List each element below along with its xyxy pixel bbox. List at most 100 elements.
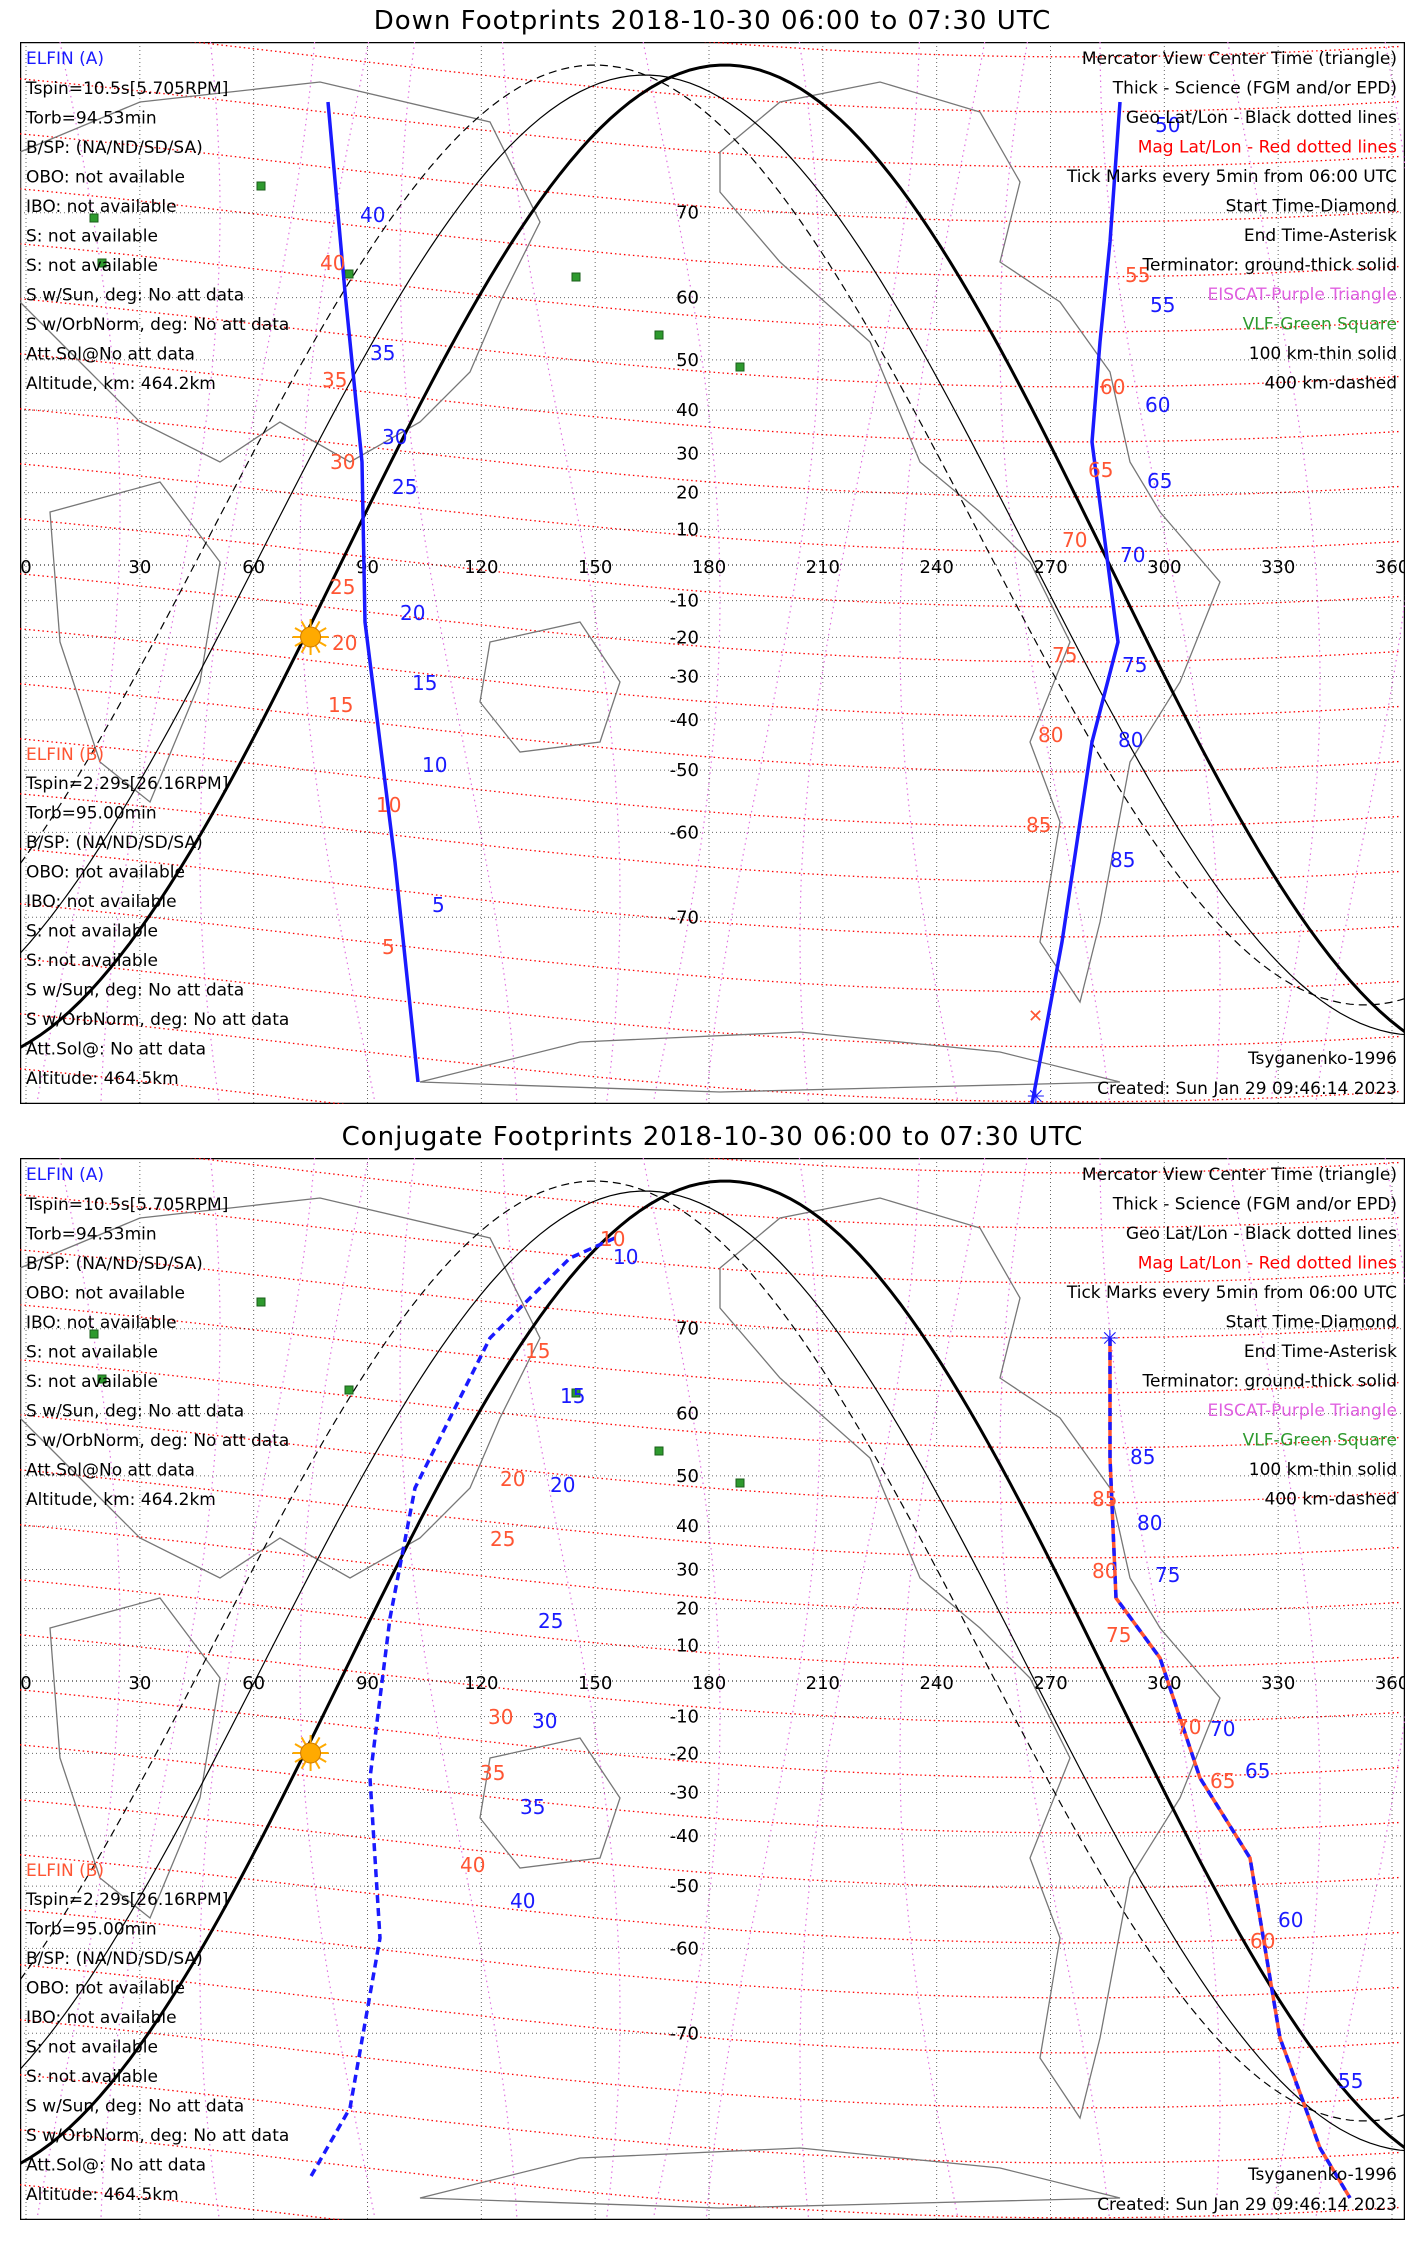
lon-label: 30	[128, 1673, 151, 1694]
elfin-b-info-line: S w/OrbNorm, deg: No att data	[26, 1010, 289, 1030]
ground-terminator	[20, 63, 1405, 1050]
elfin-b-info-line: Tspin=2.29s[26.16RPM]	[25, 774, 228, 794]
elfin-b-tick-label: 40	[460, 1853, 485, 1877]
mag-lat-line	[20, 1799, 1401, 1889]
elfin-b-tick-label: 85	[1026, 813, 1051, 837]
elfin-a-tick-label: 70	[1120, 543, 1145, 567]
mag-lon-line	[399, 1158, 518, 2219]
elfin-a-info-line: IBO: not available	[26, 1313, 177, 1333]
conjugate-footprints-map: 0 30 60 90 120 150 180 210 240 270 300 330 360 70 60 50…	[20, 1158, 1405, 2220]
elfin-a-info-line: OBO: not available	[26, 168, 185, 188]
elfin-a-tick-label: 60	[1278, 1908, 1303, 1932]
mag-lon-line	[36, 42, 121, 1103]
elfin-b-info-line: S: not available	[26, 922, 158, 942]
legend-entry: Mag Lat/Lon - Red dotted lines	[1138, 1254, 1397, 1274]
mag-lat-line	[188, 1158, 1401, 1229]
elfin-b-tick-label: 30	[330, 450, 355, 474]
legend-entry: Mercator View Center Time (triangle)	[1082, 49, 1397, 69]
elfin-a-info-line: S w/OrbNorm, deg: No att data	[26, 315, 289, 335]
lat-label: -70	[670, 907, 699, 928]
elfin-b-tick-label: 65	[1088, 458, 1113, 482]
down-footprints-map: 0 30 60 90 120 150 180 210 240 270 300 330 360 70 60 50…	[20, 42, 1405, 1104]
panel-title-conjugate: Conjugate Footprints 2018-10-30 06:00 to…	[341, 1122, 1084, 1152]
elfin-b-tick-label: 10	[376, 793, 401, 817]
lon-label: 300	[1147, 1673, 1181, 1694]
mag-lat-line	[20, 2074, 1401, 2164]
elfin-a-tick-label: 10	[613, 1245, 638, 1269]
mag-lat-line	[20, 1194, 1401, 1284]
elfin-a-tick-label: 30	[532, 1709, 557, 1733]
continent-outline	[20, 1197, 541, 1579]
model-name: Tsyganenko-1996	[1247, 1049, 1397, 1069]
elfin-b-info-line: Torb=95.00min	[25, 1920, 157, 1940]
mag-lon-line	[899, 42, 986, 1103]
lon-label: 240	[919, 557, 953, 578]
legend-entry: Mercator View Center Time (triangle)	[1082, 1165, 1397, 1185]
lat-label: 60	[676, 288, 699, 309]
elfin-a-tick-label: 15	[412, 671, 437, 695]
elfin-a-tick-label: 40	[360, 203, 385, 227]
legend-entry: VLF-Green Square	[1243, 1431, 1397, 1451]
elfin-a-track	[326, 101, 420, 1083]
elfin-b-tick-label: 70	[1062, 528, 1087, 552]
legend-entry: VLF-Green Square	[1243, 315, 1397, 335]
mag-lat-line	[20, 1964, 1401, 2054]
end-asterisk: ✕	[1028, 1006, 1043, 1027]
mag-lat-line	[20, 298, 1401, 388]
lon-label: 240	[919, 1673, 953, 1694]
vlf-station	[735, 1478, 745, 1488]
continent-outline	[719, 81, 1221, 1004]
legend-entry: 100 km-thin solid	[1249, 1460, 1397, 1480]
elfin-a-info-line: B/SP: (NA/ND/SD/SA)	[26, 138, 203, 158]
elfin-a-tick-label: 55	[1150, 293, 1175, 317]
elfin-a-info-line: S w/Sun, deg: No att data	[26, 286, 244, 306]
lon-label: 120	[464, 557, 498, 578]
elfin-a-info-line: Att.Sol@No att data	[26, 1461, 195, 1481]
mag-lat-line	[20, 1304, 1401, 1394]
elfin-a-tick-label: 20	[400, 601, 425, 625]
continent-outline	[479, 621, 621, 753]
elfin-b-tick-label: 75	[1052, 643, 1077, 667]
elfin-a-info-line: B/SP: (NA/ND/SD/SA)	[26, 1254, 203, 1274]
lon-label: 210	[806, 1673, 840, 1694]
elfin-b-tick-label: 20	[500, 1467, 525, 1491]
legend-entry: Geo Lat/Lon - Black dotted lines	[1126, 1224, 1397, 1244]
mag-lat-line	[20, 408, 1401, 498]
elfin-a-info-line: S: not available	[26, 1372, 158, 1392]
mag-lat-line	[20, 2019, 1401, 2109]
vlf-station	[344, 1385, 354, 1395]
mag-lon-line	[1315, 42, 1405, 1103]
legend-entry: Thick - Science (FGM and/or EPD)	[1112, 1195, 1397, 1215]
legend-entry: 400 km-dashed	[1265, 1490, 1397, 1510]
lat-label: -60	[670, 1938, 699, 1959]
elfin-b-info-line: OBO: not available	[26, 1979, 185, 1999]
mag-lon-line	[705, 42, 821, 1103]
elfin-b-tick-label: 15	[525, 1339, 550, 1363]
mag-lon-line	[1315, 1158, 1405, 2219]
mag-lon-line	[642, 1158, 721, 2219]
lon-label: 0	[20, 1673, 31, 1694]
mag-lon-line	[36, 1158, 121, 2219]
elfin-b-tick-label: 70	[1176, 1715, 1201, 1739]
mag-lat-line	[20, 1634, 1401, 1724]
mag-lat-line	[20, 1359, 1401, 1449]
mag-lon-line	[299, 42, 376, 1103]
mag-lon-line	[1099, 1158, 1221, 2219]
vlf-station	[654, 330, 664, 340]
mag-lat-line	[20, 243, 1401, 333]
legend-entry: EISCAT-Purple Triangle	[1207, 285, 1397, 305]
elfin-a-track	[1030, 101, 1122, 1104]
mag-lat-line	[20, 1414, 1401, 1504]
elfin-b-info-line: B/SP: (NA/ND/SD/SA)	[26, 1949, 203, 1969]
elfin-a-tick-label: 50	[1155, 113, 1180, 137]
mag-lon-line	[799, 42, 920, 1103]
created-timestamp: Created: Sun Jan 29 09:46:14 2023	[1097, 2195, 1397, 2215]
mag-lat-line	[20, 1854, 1401, 1944]
vlf-station	[344, 269, 354, 279]
elfin-a-tick-label: 85	[1110, 848, 1135, 872]
elfin-b-tick-label: 75	[1106, 1623, 1131, 1647]
elfin-a-tick-label: 80	[1118, 728, 1143, 752]
elfin-b-info-line: Torb=95.00min	[25, 804, 157, 824]
elfin-b-tick-label: 60	[1100, 375, 1125, 399]
mag-lon-line	[799, 1158, 920, 2219]
